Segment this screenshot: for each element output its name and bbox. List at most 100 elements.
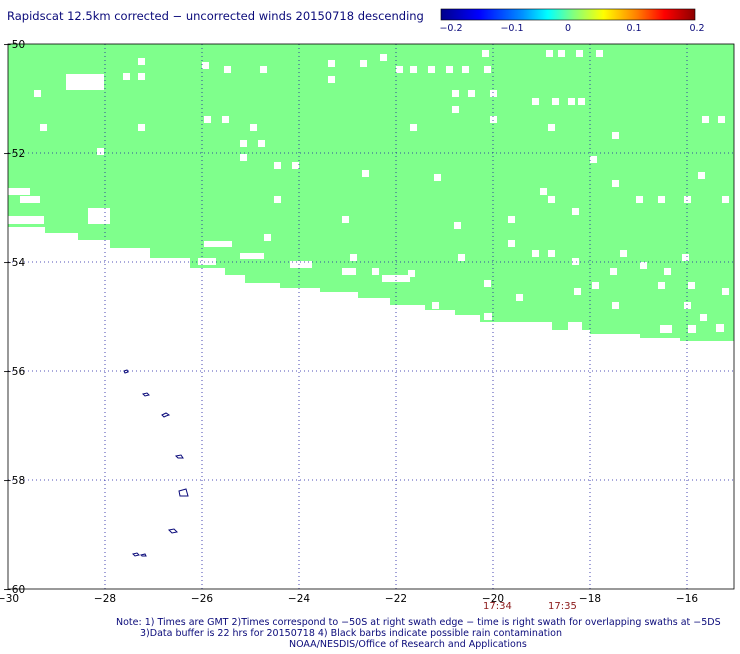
missing-cell <box>664 268 671 275</box>
missing-cell <box>410 124 417 131</box>
y-tick-label: −58 <box>3 475 25 487</box>
missing-cell <box>532 98 539 105</box>
y-tick-label: −56 <box>3 366 25 378</box>
missing-cell <box>590 156 597 163</box>
missing-cell <box>34 90 41 97</box>
land-contours <box>123 369 189 557</box>
missing-cell <box>123 73 130 80</box>
missing-cell <box>20 196 40 203</box>
missing-cell <box>722 196 729 203</box>
missing-cell <box>446 66 453 73</box>
missing-cell <box>658 282 665 289</box>
missing-cell <box>468 90 475 97</box>
missing-cell <box>372 268 379 275</box>
missing-cell <box>702 116 709 123</box>
missing-cell <box>264 234 271 241</box>
missing-cell <box>290 261 312 268</box>
missing-cell <box>362 170 369 177</box>
plot-area <box>7 43 735 590</box>
missing-cell <box>578 98 585 105</box>
island-contour <box>140 553 147 557</box>
missing-cell <box>540 188 547 195</box>
missing-cell <box>328 76 335 83</box>
missing-cell <box>396 66 403 73</box>
missing-cell <box>8 216 44 224</box>
island-contour <box>174 454 184 459</box>
missing-cell <box>490 90 497 97</box>
missing-cell <box>292 162 299 169</box>
island-contour <box>167 528 179 534</box>
missing-cell <box>88 208 110 224</box>
missing-cell <box>410 66 417 73</box>
missing-cell <box>250 124 257 131</box>
colorbar-label: −0.1 <box>500 23 523 34</box>
missing-cell <box>240 140 247 147</box>
missing-cell <box>684 196 691 203</box>
plot-frame <box>7 43 735 590</box>
map-title: Rapidscat 12.5km corrected − uncorrected… <box>7 9 424 23</box>
missing-cell <box>454 222 461 229</box>
missing-cell <box>434 174 441 181</box>
data-gaps <box>8 50 729 333</box>
missing-cell <box>688 325 696 333</box>
missing-cell <box>548 250 555 257</box>
missing-cell <box>240 154 247 161</box>
missing-cell <box>204 116 211 123</box>
missing-cell <box>328 60 335 67</box>
x-tick-label: −28 <box>94 593 116 605</box>
wind-swath <box>8 44 734 341</box>
missing-cell <box>612 180 619 187</box>
missing-cell <box>198 258 216 265</box>
island-contour <box>178 488 189 497</box>
missing-cell <box>568 322 582 330</box>
missing-cell <box>612 302 619 309</box>
time-label-2: 17:35 <box>548 601 577 612</box>
x-tick-label: −16 <box>676 593 698 605</box>
missing-cell <box>658 196 665 203</box>
missing-cell <box>698 172 705 179</box>
missing-cell <box>640 262 647 269</box>
missing-cell <box>552 98 559 105</box>
island-contour <box>132 552 140 557</box>
missing-cell <box>682 254 689 261</box>
x-tick-label: −26 <box>191 593 213 605</box>
missing-cell <box>540 322 552 330</box>
missing-cell <box>274 196 281 203</box>
colorbar-label: 0 <box>565 23 571 34</box>
colorbar-gradient <box>440 8 696 21</box>
missing-cell <box>202 62 209 69</box>
note-line-2: 3)Data buffer is 22 hrs for 20150718 4) … <box>140 628 562 639</box>
x-tick-label: −18 <box>579 593 601 605</box>
lat-lon-grid <box>8 44 734 589</box>
colorbar-label: 0.2 <box>689 23 704 34</box>
missing-cell <box>684 302 691 309</box>
missing-cell <box>462 66 469 73</box>
missing-cell <box>574 288 581 295</box>
colorbar: −0.2 −0.1 0 0.1 0.2 <box>439 8 705 34</box>
missing-cell <box>382 275 410 282</box>
missing-cell <box>508 240 515 247</box>
missing-cell <box>204 241 232 247</box>
missing-cell <box>718 116 725 123</box>
missing-cell <box>458 254 465 261</box>
missing-cell <box>722 288 729 295</box>
missing-cell <box>342 268 356 275</box>
time-label-1: 17:34 <box>483 601 512 612</box>
missing-cell <box>138 73 145 80</box>
missing-cell <box>66 74 104 90</box>
y-tick-label: −54 <box>3 257 25 269</box>
missing-cell <box>222 116 229 123</box>
note-line-3: NOAA/NESDIS/Office of Research and Appli… <box>289 639 527 650</box>
missing-cell <box>240 253 264 259</box>
missing-cell <box>548 124 555 131</box>
missing-cell <box>350 254 357 261</box>
missing-cell <box>572 258 579 265</box>
missing-cell <box>660 325 672 333</box>
missing-cell <box>260 66 267 73</box>
missing-cell <box>592 282 599 289</box>
missing-cell <box>360 60 367 67</box>
missing-cell <box>572 208 579 215</box>
missing-cell <box>700 314 707 321</box>
missing-cell <box>508 216 515 223</box>
